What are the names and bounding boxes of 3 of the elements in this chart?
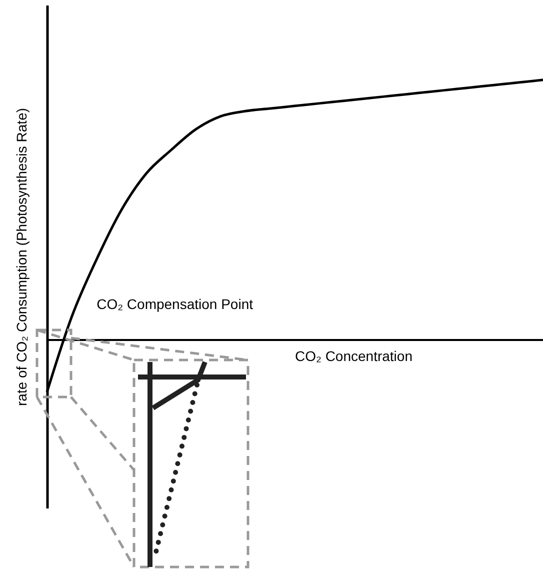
annotation: CO₂ Compensation Point	[96, 296, 254, 312]
x-axis-title: CO₂ Concentration	[295, 348, 412, 364]
y-axis-title: rate of CO₂ Consumption (Photosynthesis Rate)	[14, 108, 30, 406]
